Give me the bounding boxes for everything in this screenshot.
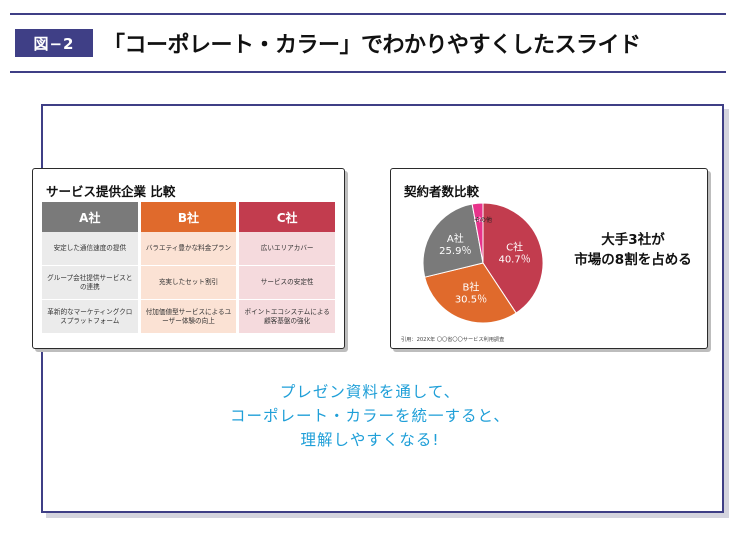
key-message: プレゼン資料を通して、 コーポレート・カラーを統一すると、 理解しやすくなる! — [200, 380, 540, 452]
top-rule — [10, 13, 726, 15]
pie-slice-2 — [422, 203, 484, 278]
chart-card: 契約者数比較 C社 40.7％ B社 30.5％ A社 25.9％ D社 その他 大手3社が … — [390, 168, 708, 349]
comparison-table: A社 B社 C社 安定した通信速度の提供 バラエティ豊かな料金プラン 広いエリア… — [42, 202, 335, 334]
figure-label: 図−2 — [15, 29, 93, 57]
column-header-b: B社 — [140, 202, 237, 232]
message-line-2: コーポレート・カラーを統一すると、 — [230, 407, 510, 426]
message-line-3: 理解しやすくなる! — [300, 431, 440, 450]
table-cell: 安定した通信速度の提供 — [42, 232, 138, 266]
table-cell: 付加価値型サービスによるユーザー体験の向上 — [140, 300, 237, 334]
table-cell: 充実したセット割引 — [140, 266, 237, 300]
headline-line-2: 市場の8割を占める — [574, 251, 692, 268]
column-header-c: C社 — [239, 202, 335, 232]
comparison-title: サービス提供企業 比較 — [46, 184, 176, 199]
chart-title: 契約者数比較 — [404, 184, 480, 199]
slice-label-1: B社 — [463, 281, 480, 294]
chart-headline: 大手3社が 市場の8割を占める — [571, 231, 695, 270]
slice-label-3: D社 — [474, 216, 485, 224]
slice-label-0: C社 — [506, 240, 523, 253]
slice-value-2: 25.9％ — [439, 246, 471, 257]
headline-line-1: 大手3社が — [601, 232, 665, 248]
bottom-rule — [10, 71, 726, 73]
pie-slice-1 — [424, 262, 517, 324]
slice-value-1: 30.5％ — [455, 295, 487, 306]
figure-title: 「コーポレート・カラー」でわかりやすくしたスライド — [103, 33, 641, 58]
slice-label-2: A社 — [447, 232, 464, 245]
slice-label-4: その他 — [474, 216, 492, 224]
table-cell: サービスの安定性 — [239, 266, 335, 300]
table-cell: 広いエリアカバー — [239, 232, 335, 266]
column-header-a: A社 — [42, 202, 138, 232]
slice-value-0: 40.7％ — [498, 254, 530, 265]
table-cell: バラエティ豊かな料金プラン — [140, 232, 237, 266]
message-line-1: プレゼン資料を通して、 — [279, 383, 461, 401]
chart-source: 引用：202X年 〇〇省〇〇サービス利用調査 — [401, 337, 505, 343]
comparison-card: サービス提供企業 比較 A社 B社 C社 安定した通信速度の提供 バラエティ豊か… — [32, 168, 345, 349]
table-cell: 革新的なマーケティングクロスプラットフォーム — [42, 300, 138, 334]
table-cell: グループ会社提供サービスとの連携 — [42, 266, 138, 300]
table-cell: ポイントエコシステムによる顧客基盤の強化 — [239, 300, 335, 334]
